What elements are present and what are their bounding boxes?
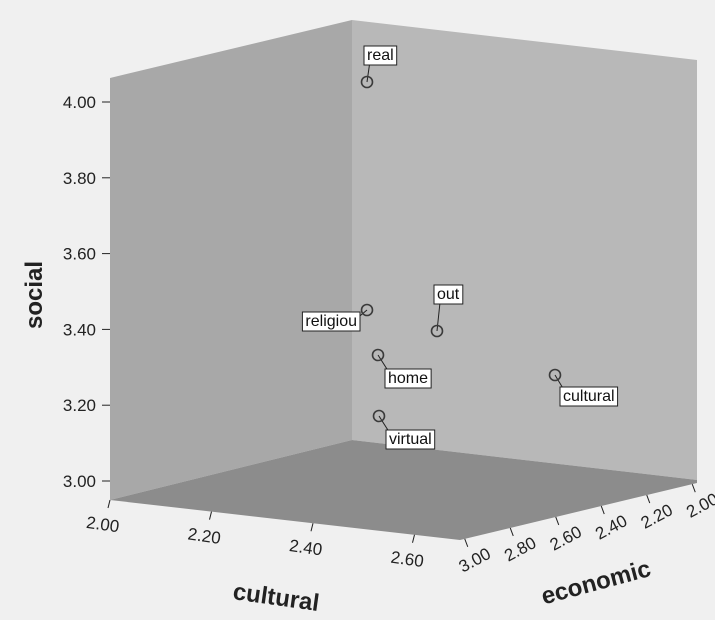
x-tick-mark	[310, 523, 314, 532]
z-tick-label: 2.40	[592, 511, 630, 543]
x-tick-mark	[209, 511, 212, 520]
z-tick-label: 2.60	[547, 522, 585, 554]
data-point: out	[430, 284, 464, 338]
y-axis-title: social	[21, 261, 48, 329]
x-tick-label: 2.40	[288, 536, 323, 559]
left-wall	[110, 20, 352, 500]
data-point: real	[360, 45, 398, 89]
point-label-box	[385, 429, 436, 450]
point-label: real	[367, 47, 394, 64]
point-label-box	[384, 368, 432, 389]
point-marker	[360, 75, 374, 89]
point-label-box	[363, 45, 398, 66]
data-point: home	[371, 348, 432, 389]
y-tick-label: 3.60	[63, 245, 96, 264]
chart-walls	[110, 20, 697, 540]
point-marker	[548, 368, 562, 382]
z-axis-title: economic	[538, 555, 653, 610]
x-tick-label: 2.20	[187, 524, 222, 547]
y-tick-label: 3.80	[63, 169, 96, 188]
z-tick-mark	[600, 505, 605, 515]
y-tick-label: 3.00	[63, 472, 96, 491]
data-point: religiou	[301, 303, 374, 332]
z-tick-mark	[509, 527, 514, 537]
data-point: cultural	[548, 368, 619, 407]
point-label-box	[433, 284, 464, 305]
x-tick-mark	[412, 534, 415, 543]
point-marker	[372, 409, 386, 423]
point-label-box	[301, 311, 361, 332]
point-marker	[360, 303, 374, 317]
point-marker	[430, 324, 444, 338]
x-tick-mark	[107, 499, 111, 509]
data-point: virtual	[372, 409, 436, 450]
x-tick-label: 2.60	[390, 548, 425, 571]
z-tick-mark	[646, 494, 651, 504]
y-tick-label: 3.20	[63, 396, 96, 415]
z-tick-label: 3.00	[456, 544, 494, 576]
y-tick-label: 4.00	[63, 93, 96, 112]
z-tick-mark	[555, 516, 560, 526]
z-tick-label: 2.80	[501, 533, 539, 565]
point-label: religiou	[305, 313, 357, 330]
z-tick-mark	[691, 483, 696, 493]
point-label: out	[437, 286, 460, 303]
y-tick-label: 3.40	[63, 320, 96, 339]
point-label-box	[559, 386, 619, 407]
social-axis-ticks: 3.00 3.20 3.40 3.60 3.80 4.00	[63, 93, 110, 491]
x-axis-title: cultural	[231, 578, 321, 617]
floor	[110, 440, 697, 540]
z-tick-mark	[464, 538, 469, 548]
point-label: home	[388, 370, 428, 387]
point-marker	[371, 348, 385, 362]
z-tick-label: 2.20	[638, 500, 676, 532]
back-wall	[352, 20, 697, 480]
point-label: virtual	[389, 431, 432, 448]
cultural-axis-ticks: 2.00 2.20 2.40 2.60	[85, 499, 425, 571]
x-tick-label: 2.00	[85, 513, 120, 536]
data-points: real religiou out home cultural virtual	[301, 45, 619, 450]
point-label: cultural	[563, 388, 615, 405]
z-tick-label: 2.00	[683, 489, 715, 521]
